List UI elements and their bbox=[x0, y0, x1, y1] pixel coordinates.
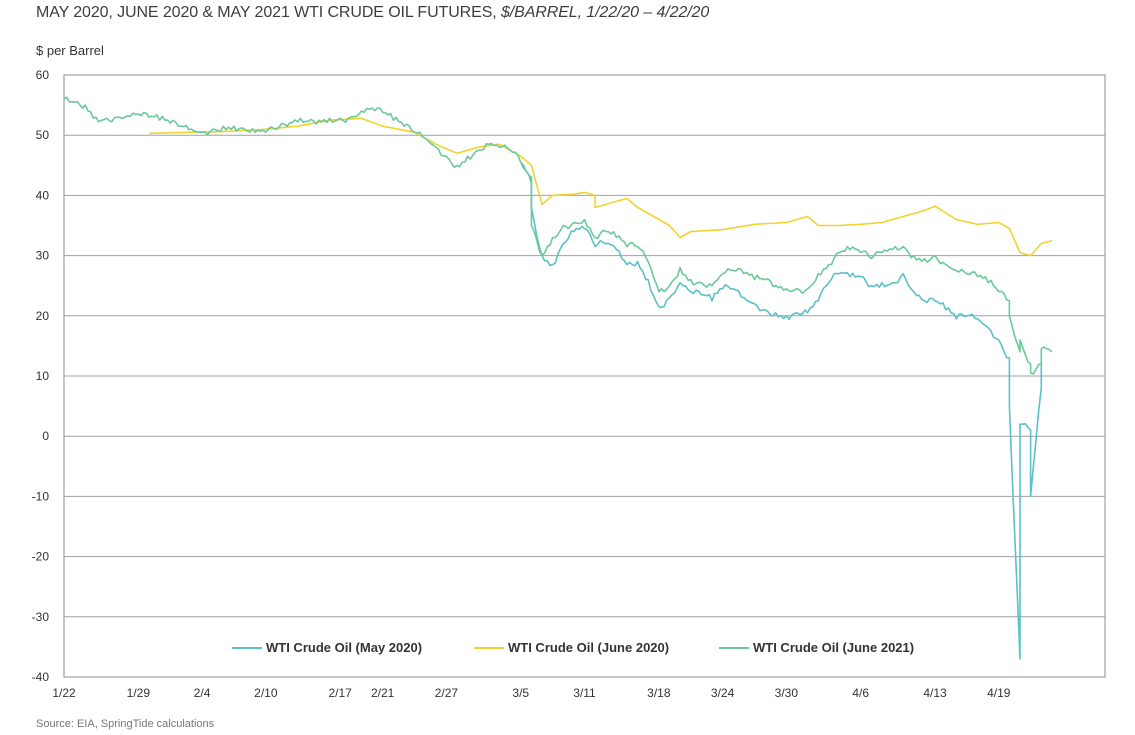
series-line bbox=[63, 96, 1053, 375]
x-tick-label: 4/13 bbox=[923, 686, 947, 700]
x-tick-label: 3/18 bbox=[647, 686, 671, 700]
source-note: Source: EIA, SpringTide calculations bbox=[36, 718, 215, 730]
x-axis: 1/22 1/29 2/4 2/10 2/17 2/21 2/27 3/5 3/11 3/18 3/… bbox=[52, 686, 1010, 700]
y-tick-label: 60 bbox=[36, 68, 50, 82]
x-tick-label: 3/30 bbox=[775, 686, 799, 700]
y-tick-label: 10 bbox=[36, 369, 50, 383]
y-tick-label: 20 bbox=[36, 309, 50, 323]
title-unit: $/BARREL, bbox=[501, 4, 582, 21]
x-tick-label: 3/5 bbox=[512, 686, 529, 700]
title-range: 1/22/20 – 4/22/20 bbox=[586, 4, 710, 21]
y-tick-label: 0 bbox=[42, 429, 49, 443]
x-tick-label: 1/22 bbox=[52, 686, 76, 700]
y-tick-label: -30 bbox=[32, 610, 50, 624]
legend-label: WTI Crude Oil (May 2020) bbox=[266, 640, 422, 655]
y-tick-label: -40 bbox=[32, 670, 50, 684]
x-tick-label: 3/24 bbox=[711, 686, 735, 700]
x-tick-label: 2/17 bbox=[329, 686, 353, 700]
x-tick-label: 2/21 bbox=[371, 686, 395, 700]
x-tick-label: 3/11 bbox=[573, 686, 596, 700]
gridlines bbox=[64, 134, 1105, 618]
x-tick-label: 4/6 bbox=[852, 686, 869, 700]
chart-title: MAY 2020, JUNE 2020 & MAY 2021 WTI CRUDE… bbox=[36, 4, 1126, 22]
y-tick-label: 40 bbox=[36, 188, 50, 202]
series-line bbox=[520, 161, 1043, 660]
y-tick-label: 50 bbox=[36, 128, 50, 142]
x-tick-label: 4/19 bbox=[987, 686, 1011, 700]
series-lines bbox=[63, 96, 1053, 660]
x-tick-label: 1/29 bbox=[127, 686, 151, 700]
legend: WTI Crude Oil (May 2020) WTI Crude Oil (J… bbox=[232, 640, 914, 655]
y-axis: -40 -30 -20 -10 0 10 20 30 40 50 60 bbox=[32, 68, 50, 684]
x-tick-label: 2/10 bbox=[254, 686, 278, 700]
y-tick-label: 30 bbox=[36, 249, 50, 263]
legend-label: WTI Crude Oil (June 2020) bbox=[508, 640, 669, 655]
series-line bbox=[148, 117, 1053, 257]
legend-label: WTI Crude Oil (June 2021) bbox=[753, 640, 914, 655]
x-tick-label: 2/4 bbox=[194, 686, 211, 700]
y-tick-label: -20 bbox=[32, 550, 50, 564]
title-main: MAY 2020, JUNE 2020 & MAY 2021 WTI CRUDE… bbox=[36, 4, 497, 21]
x-tick-label: 2/27 bbox=[435, 686, 459, 700]
y-tick-label: -10 bbox=[32, 489, 50, 503]
y-axis-label: $ per Barrel bbox=[36, 43, 104, 58]
